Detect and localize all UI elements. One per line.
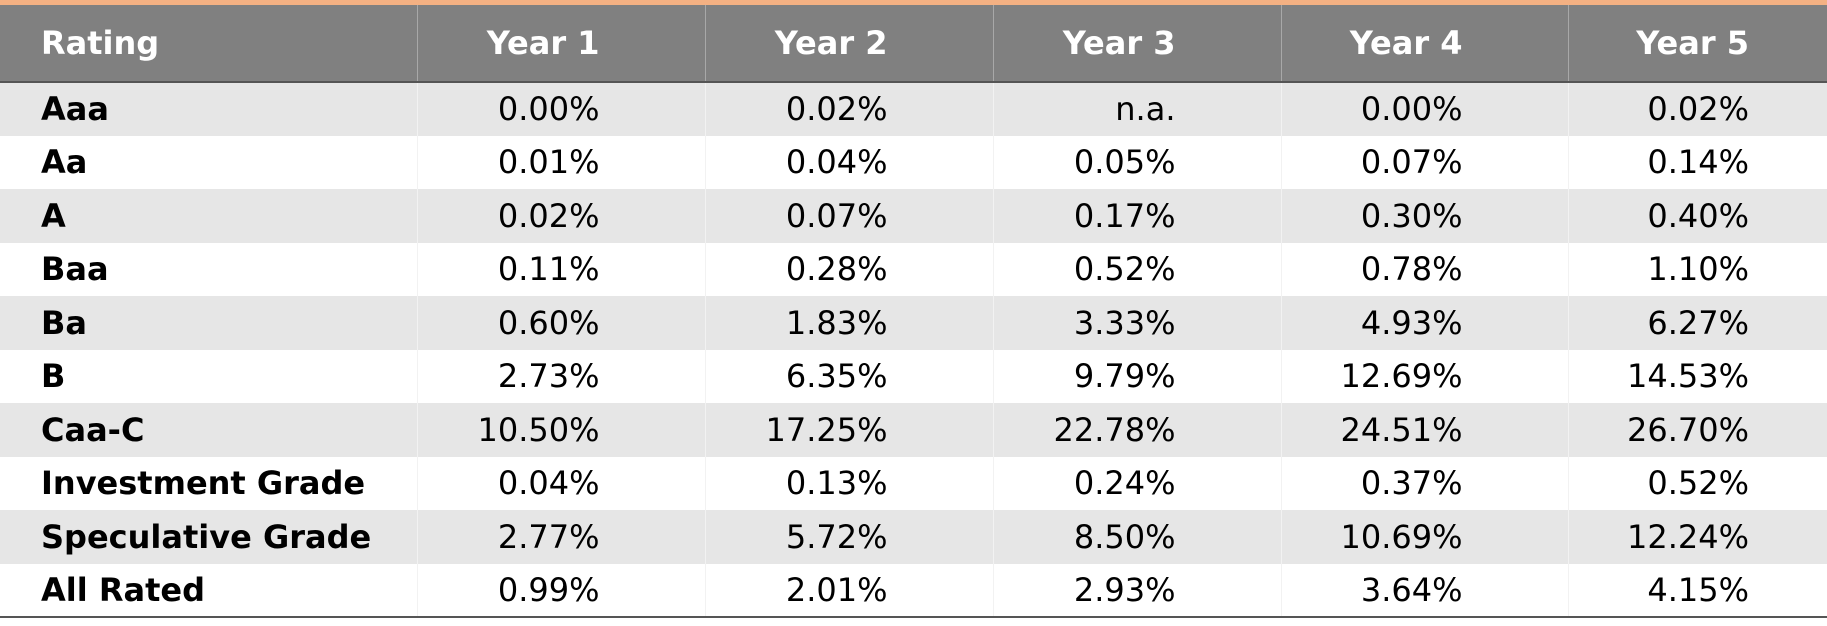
value-cell: 22.78%: [993, 403, 1282, 457]
table-body: Aaa 0.00% 0.02% n.a. 0.00% 0.02% Aa 0.01% 0.04% 0…: [0, 82, 1827, 618]
value-cell: 3.64%: [1281, 563, 1569, 618]
value-cell: 10.50%: [417, 403, 706, 457]
header-cell: Year 2: [705, 5, 994, 83]
value-cell: 10.69%: [1281, 510, 1569, 564]
value-cell: 0.40%: [1568, 189, 1827, 243]
value-cell: 0.37%: [1281, 456, 1569, 510]
value-cell: 14.53%: [1626, 357, 1749, 396]
value-cell: 3.33%: [993, 296, 1282, 350]
table-row: All Rated 0.99% 2.01% 2.93% 3.64% 4.15%: [0, 563, 1827, 618]
table-row: Investment Grade 0.04% 0.13% 0.24% 0.37% 0.52…: [0, 456, 1827, 510]
value-cell: 0.02%: [705, 82, 994, 136]
value-cell: 0.60%: [417, 296, 706, 350]
header-cell: Year 1: [417, 5, 706, 83]
rating-cell: Caa-C: [0, 403, 418, 457]
header-cell: Year 5: [1568, 5, 1827, 83]
value-cell: 4.93%: [1281, 296, 1569, 350]
value-cell: 0.28%: [705, 242, 994, 296]
value-cell: 17.25%: [705, 403, 994, 457]
rating-cell: Speculative Grade: [0, 510, 418, 564]
table-row: Aa 0.01% 0.04% 0.05% 0.07% 0.14%: [0, 135, 1827, 189]
table-row: Aaa 0.00% 0.02% n.a. 0.00% 0.02%: [0, 82, 1827, 136]
value-cell: 0.17%: [993, 189, 1282, 243]
header-row: Rating Year 1 Year 2 Year 3 Year 4 Year 5: [0, 5, 1827, 83]
value-cell: 26.70%: [1568, 403, 1827, 457]
value-cell: 6.35%: [705, 349, 994, 403]
rating-cell: A: [0, 189, 418, 243]
value-cell: 0.04%: [417, 456, 706, 510]
rating-cell: Aa: [0, 135, 418, 189]
value-cell: 12.69%: [1281, 349, 1569, 403]
value-cell: 8.50%: [993, 510, 1282, 564]
value-cell: 0.07%: [705, 189, 994, 243]
header-cell: Rating: [0, 5, 418, 83]
value-cell: 24.51%: [1281, 403, 1569, 457]
value-cell: 2.01%: [705, 563, 994, 618]
header-cell: Year 4: [1281, 5, 1569, 83]
value-cell: 2.73%: [417, 349, 706, 403]
value-cell: 4.15%: [1568, 563, 1827, 618]
value-cell: 0.04%: [705, 135, 994, 189]
value-cell: 5.72%: [705, 510, 994, 564]
value-cell: 1.83%: [705, 296, 994, 350]
value-cell: 0.07%: [1281, 135, 1569, 189]
value-cell: 2.77%: [417, 510, 706, 564]
default-rate-table: Rating Year 1 Year 2 Year 3 Year 4 Year 5 Aaa…: [0, 5, 1827, 618]
rating-cell: Ba: [0, 296, 418, 350]
value-cell: 2.93%: [993, 563, 1282, 618]
value-cell: 0.02%: [1568, 82, 1827, 136]
table-row: Ba 0.60% 1.83% 3.33% 4.93% 6.27%: [0, 296, 1827, 350]
rating-cell: B: [0, 349, 418, 403]
table-row: Baa 0.11% 0.28% 0.52% 0.78% 1.10%: [0, 242, 1827, 296]
value-cell: 0.00%: [1281, 82, 1569, 136]
value-cell: 0.30%: [1281, 189, 1569, 243]
header-cell: Year 3: [993, 5, 1282, 83]
value-cell: 0.78%: [1281, 242, 1569, 296]
rating-cell: Aaa: [0, 82, 418, 136]
value-cell: 0.00%: [417, 82, 706, 136]
table-row: Caa-C 10.50% 17.25% 22.78% 24.51% 26.70%: [0, 403, 1827, 457]
value-cell: 1.10%: [1647, 250, 1749, 289]
value-cell: 0.05%: [993, 135, 1282, 189]
value-cell: 0.13%: [705, 456, 994, 510]
table-row: Speculative Grade 2.77% 5.72% 8.50% 10.69% 12…: [0, 510, 1827, 564]
value-cell: 9.79%: [993, 349, 1282, 403]
value-cell: 0.14%: [1647, 143, 1749, 182]
value-cell: 0.24%: [993, 456, 1282, 510]
value-cell: 12.24%: [1568, 510, 1827, 564]
value-cell: 0.02%: [417, 189, 706, 243]
value-cell: 0.52%: [1647, 464, 1749, 503]
table-row: B 2.73% 6.35% 9.79% 12.69% 14.53%: [0, 349, 1827, 403]
value-cell: 0.11%: [417, 242, 706, 296]
value-cell: 0.99%: [417, 563, 706, 618]
value-cell: n.a.: [993, 82, 1282, 136]
rating-cell: Baa: [0, 242, 418, 296]
rating-cell: Investment Grade: [0, 456, 418, 510]
value-cell: 0.52%: [993, 242, 1282, 296]
value-cell: 0.01%: [417, 135, 706, 189]
table-row: A 0.02% 0.07% 0.17% 0.30% 0.40%: [0, 189, 1827, 243]
rating-cell: All Rated: [0, 563, 418, 618]
value-cell: 6.27%: [1568, 296, 1827, 350]
